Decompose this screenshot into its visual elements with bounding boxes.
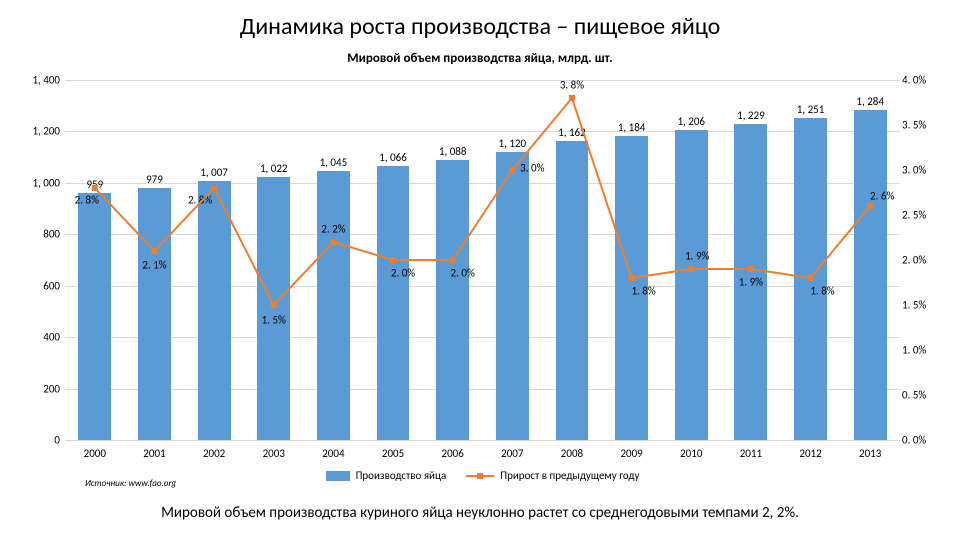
bar-value-label: 1, 120 [499,137,527,150]
bar [556,141,589,440]
line-value-label: 2. 1% [142,259,166,272]
line-value-label: 3. 8% [560,79,584,92]
y2-tick-label: 2. 0% [902,254,940,267]
legend-item-line: Прирост в предыдущему году [466,469,639,482]
bar [377,166,410,440]
legend-swatch-bar [326,471,350,481]
chart-subtitle: Мировой объем производства яйца, млрд. ш… [0,51,960,66]
plot-region: 02004006008001, 0001, 2001, 4000. 0%0. 5… [65,80,900,440]
y2-tick-label: 4. 0% [902,74,940,87]
bar-value-label: 979 [146,173,163,186]
line-value-label: 3. 0% [520,162,544,175]
y2-tick-label: 3. 0% [902,164,940,177]
legend-label-line: Прирост в предыдущему году [500,469,639,482]
gridline [65,80,900,81]
chart-title: Динамика роста производства – пищевое яй… [0,0,960,41]
gridline [65,183,900,184]
x-tick-label: 2006 [442,447,464,460]
bar [198,181,231,440]
y1-tick-label: 600 [20,279,60,292]
gridline [65,131,900,132]
y2-tick-label: 1. 0% [902,344,940,357]
y1-tick-label: 0 [20,434,60,447]
legend-item-bars: Производство яйца [326,469,447,482]
legend: Производство яйца Прирост в предыдущему … [326,469,640,482]
y1-tick-label: 200 [20,382,60,395]
footer-text: Мировой объем производства куриного яйца… [0,504,960,522]
bar-value-label: 1, 007 [200,166,228,179]
line-value-label: 2. 0% [451,267,475,280]
x-tick-label: 2002 [203,447,225,460]
bar-value-label: 1, 206 [677,115,705,128]
bar-value-label: 959 [86,178,103,191]
gridline [65,337,900,338]
bar-value-label: 1, 088 [439,145,467,158]
x-tick-label: 2012 [799,447,821,460]
line-value-label: 1. 8% [631,285,655,298]
line-value-label: 1. 9% [685,250,709,263]
legend-label-bars: Производство яйца [356,469,447,482]
x-tick-label: 2008 [561,447,583,460]
x-tick-label: 2005 [382,447,404,460]
y2-tick-label: 3. 5% [902,119,940,132]
x-tick-label: 2013 [859,447,881,460]
line-value-label: 2. 6% [870,190,894,203]
x-tick-label: 2011 [740,447,762,460]
bar-value-label: 1, 229 [737,109,765,122]
y2-tick-label: 2. 5% [902,209,940,222]
bar [138,188,171,440]
y1-tick-label: 800 [20,228,60,241]
x-tick-label: 2010 [680,447,702,460]
line-value-label: 1. 8% [810,285,834,298]
bar [257,177,290,440]
bar [496,152,529,440]
y2-tick-label: 0. 0% [902,434,940,447]
bar [794,118,827,440]
x-tick-label: 2004 [322,447,344,460]
y2-tick-label: 1. 5% [902,299,940,312]
chart-area: 02004006008001, 0001, 2001, 4000. 0%0. 5… [65,80,900,440]
x-tick-label: 2003 [263,447,285,460]
gridline [65,440,900,441]
bar-value-label: 1, 066 [379,151,407,164]
x-tick-label: 2007 [501,447,523,460]
line-value-label: 2. 0% [391,267,415,280]
y1-tick-label: 400 [20,331,60,344]
gridline [65,286,900,287]
line-value-label: 1. 9% [739,276,763,289]
gridline [65,234,900,235]
x-tick-label: 2009 [620,447,642,460]
bar [675,130,708,440]
y2-tick-label: 0. 5% [902,389,940,402]
y1-tick-label: 1, 400 [20,74,60,87]
source-text: Источник: www.fao.org [85,478,176,489]
legend-swatch-line [466,471,494,481]
bar [317,171,350,440]
x-tick-label: 2001 [143,447,165,460]
bar [854,110,887,440]
bar-value-label: 1, 162 [558,126,586,139]
bar-value-label: 1, 284 [856,95,884,108]
bar-value-label: 1, 251 [797,103,825,116]
line-value-label: 2. 8% [188,194,212,207]
bar [436,160,469,440]
bar [78,193,111,440]
y1-tick-label: 1, 000 [20,176,60,189]
gridline [65,389,900,390]
line-value-label: 1. 5% [262,314,286,327]
bar-value-label: 1, 045 [320,156,348,169]
bar-value-label: 1, 184 [618,121,646,134]
x-tick-label: 2000 [84,447,106,460]
line-value-label: 2. 8% [75,194,99,207]
y1-tick-label: 1, 200 [20,125,60,138]
bar-value-label: 1, 022 [260,162,288,175]
line-value-label: 2. 2% [321,223,345,236]
